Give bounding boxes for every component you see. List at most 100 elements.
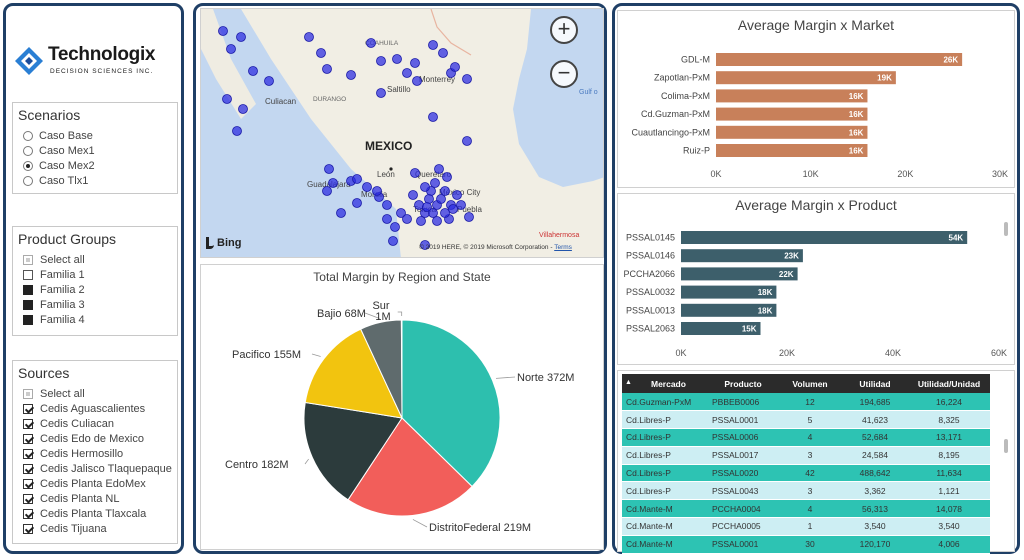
chart-scrollbar[interactable]	[1004, 222, 1008, 236]
radio-button[interactable]	[23, 131, 33, 141]
select-all-checkbox[interactable]	[23, 389, 33, 399]
location-marker[interactable]	[440, 208, 450, 218]
source-option[interactable]: Cedis Planta NL	[23, 492, 120, 506]
checkbox[interactable]	[23, 270, 33, 280]
bar[interactable]	[716, 144, 868, 157]
bar[interactable]	[716, 71, 896, 85]
select-all-checkbox[interactable]	[23, 255, 33, 265]
location-marker[interactable]	[414, 200, 424, 210]
sort-ascending-icon[interactable]: ▲	[625, 378, 632, 386]
location-marker[interactable]	[424, 194, 434, 204]
location-marker[interactable]	[410, 168, 420, 178]
location-marker[interactable]	[462, 74, 472, 84]
location-marker[interactable]	[420, 182, 430, 192]
source-option[interactable]: Cedis Jalisco Tlaquepaque	[23, 462, 172, 476]
bar[interactable]	[681, 267, 798, 281]
location-marker[interactable]	[402, 68, 412, 78]
source-option[interactable]: Cedis Planta EdoMex	[23, 477, 146, 491]
pie-slice[interactable]	[400, 319, 403, 419]
location-marker[interactable]	[316, 48, 326, 58]
location-marker[interactable]	[382, 200, 392, 210]
location-marker[interactable]	[420, 240, 430, 250]
scenario-option[interactable]: Caso Mex1	[23, 144, 95, 158]
location-marker[interactable]	[452, 190, 462, 200]
radio-button-selected[interactable]	[23, 161, 33, 171]
scenario-option[interactable]: Caso Mex2	[23, 159, 95, 173]
product-chart-canvas[interactable]: PSSAL0145 54K PSSAL0146 23K PCCHA2066 22K PSSA…	[618, 194, 1016, 366]
zoom-out-button[interactable]: −	[550, 60, 578, 88]
location-marker[interactable]	[430, 178, 440, 188]
table-row[interactable]: Cd.Libres-P PSSAL0017 3 24,584 8,195	[622, 446, 990, 465]
location-marker[interactable]	[304, 32, 314, 42]
location-marker[interactable]	[440, 186, 450, 196]
location-marker[interactable]	[226, 44, 236, 54]
bar[interactable]	[681, 249, 803, 263]
checkbox-checked[interactable]	[23, 464, 33, 474]
table-row[interactable]: Cd.Mante-M PCCHA0005 1 3,540 3,540	[622, 517, 990, 536]
location-marker[interactable]	[428, 40, 438, 50]
location-marker[interactable]	[422, 202, 432, 212]
location-marker[interactable]	[462, 136, 472, 146]
product-group-option[interactable]: Familia 1	[23, 268, 85, 282]
table-row[interactable]: Cd.Libres-P PSSAL0020 42 488,642 11,634	[622, 464, 990, 483]
location-marker[interactable]	[432, 216, 442, 226]
product-group-option[interactable]: Familia 2	[23, 283, 85, 297]
pie-slice[interactable]	[303, 401, 403, 501]
column-header-utilidad-unidad[interactable]: Utilidad/Unidad	[908, 374, 990, 393]
checkbox-checked[interactable]	[23, 509, 33, 519]
scenario-option[interactable]: Caso Base	[23, 129, 93, 143]
location-marker[interactable]	[236, 32, 246, 42]
checkbox-selected[interactable]	[23, 300, 33, 310]
location-marker[interactable]	[436, 194, 446, 204]
checkbox-checked[interactable]	[23, 524, 33, 534]
location-marker[interactable]	[328, 178, 338, 188]
product-group-option[interactable]: Select all	[23, 253, 85, 267]
location-marker[interactable]	[352, 198, 362, 208]
location-marker[interactable]	[218, 26, 228, 36]
radio-button[interactable]	[23, 176, 33, 186]
location-marker[interactable]	[376, 88, 386, 98]
location-marker[interactable]	[366, 38, 376, 48]
location-marker[interactable]	[464, 212, 474, 222]
bar[interactable]	[681, 303, 777, 317]
location-marker[interactable]	[388, 236, 398, 246]
checkbox-checked[interactable]	[23, 434, 33, 444]
table-row[interactable]: Cd.Libres-P PSSAL0006 4 52,684 13,171	[622, 428, 990, 447]
table-row[interactable]: Cd.Mante-M PSSAL0001 30 120,170 4,006	[622, 535, 990, 554]
bar[interactable]	[716, 89, 868, 103]
location-marker[interactable]	[450, 62, 460, 72]
pie-slice[interactable]	[304, 328, 403, 419]
pie-chart-visual[interactable]: Total Margin by Region and State Norte 3…	[200, 264, 604, 550]
column-header-utilidad[interactable]: Utilidad	[842, 374, 908, 393]
location-marker[interactable]	[336, 208, 346, 218]
location-marker[interactable]	[392, 54, 402, 64]
table-row[interactable]: Cd.Mante-M PCCHA0004 4 56,313 14,078	[622, 499, 990, 519]
checkbox-checked[interactable]	[23, 449, 33, 459]
checkbox-checked[interactable]	[23, 494, 33, 504]
pie-slice[interactable]	[401, 319, 501, 488]
pie-slice[interactable]	[347, 417, 473, 517]
pie-chart-canvas[interactable]: Norte 372M DistritoFederal 219M Centro 182…	[201, 265, 605, 551]
product-bar-chart-visual[interactable]: Average Margin x Product PSSAL0145 54K PSS…	[617, 193, 1015, 365]
market-chart-canvas[interactable]: GDL-M 26K Zapotlan-PxM 19K Colima-PxM 16K Cd.G…	[618, 11, 1016, 189]
radio-button[interactable]	[23, 146, 33, 156]
source-option[interactable]: Cedis Aguascalientes	[23, 402, 145, 416]
map-visual[interactable]: COAHUILA DURANGO MEXICO Monterrey Saltil…	[200, 8, 604, 258]
bar[interactable]	[681, 322, 761, 335]
checkbox-selected[interactable]	[23, 285, 33, 295]
bar[interactable]	[716, 107, 868, 121]
table-row[interactable]: Cd.Guzman-PxM PBBEB0006 12 194,685 16,224	[622, 393, 990, 412]
checkbox-selected[interactable]	[23, 315, 33, 325]
product-group-option[interactable]: Familia 4	[23, 313, 85, 327]
location-marker[interactable]	[248, 66, 258, 76]
location-marker[interactable]	[382, 214, 392, 224]
location-marker[interactable]	[442, 172, 452, 182]
location-marker[interactable]	[416, 216, 426, 226]
table-row[interactable]: Cd.Libres-P PSSAL0001 5 41,623 8,325	[622, 410, 990, 430]
location-marker[interactable]	[322, 64, 332, 74]
location-marker[interactable]	[438, 48, 448, 58]
location-marker[interactable]	[232, 126, 242, 136]
location-marker[interactable]	[428, 112, 438, 122]
location-marker[interactable]	[322, 186, 332, 196]
location-marker[interactable]	[396, 208, 406, 218]
